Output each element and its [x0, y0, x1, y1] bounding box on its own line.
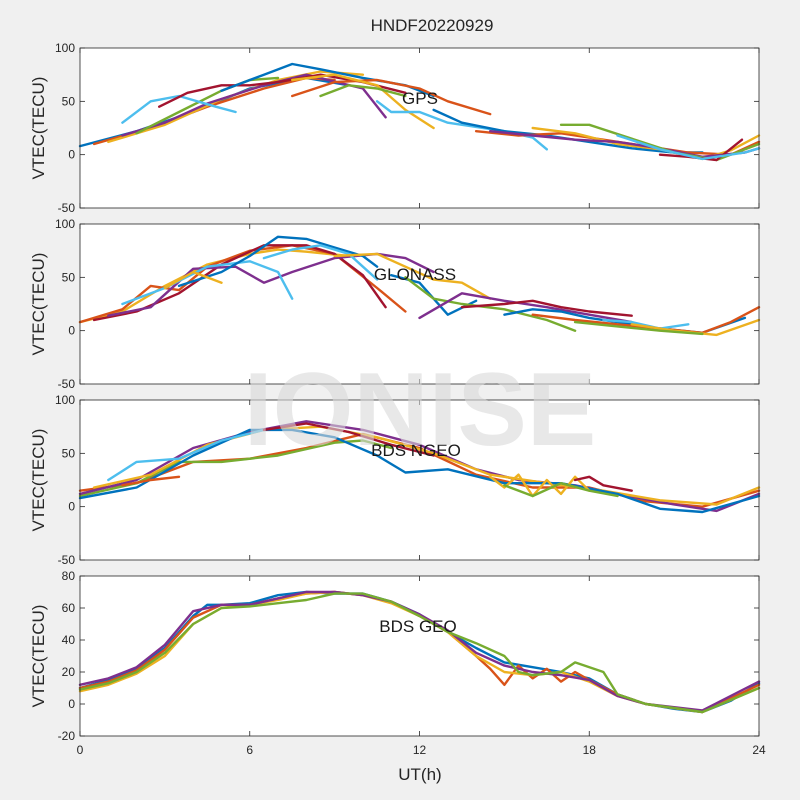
x-tick-label: 18 [583, 743, 597, 757]
x-tick-label: 0 [77, 743, 84, 757]
series-line [503, 482, 619, 498]
series-line [291, 73, 435, 130]
series-line [616, 134, 761, 161]
plot-area [80, 576, 759, 736]
y-axis-label: VTEC(TECU) [29, 605, 48, 708]
series-line [291, 78, 492, 116]
series-line [262, 422, 435, 457]
series-line [78, 428, 761, 514]
y-tick-label: 60 [62, 601, 76, 615]
panel-title: GLONASS [374, 265, 456, 284]
y-tick-label: 80 [62, 569, 76, 583]
series-line [319, 84, 407, 98]
series-line [418, 292, 633, 324]
y-tick-label: 100 [55, 41, 75, 55]
x-tick-label: 12 [413, 743, 427, 757]
series-line [163, 270, 223, 290]
y-tick-label: 20 [62, 665, 76, 679]
panel-0: 100 50 0 -50 VTEC(TECU) GPS [29, 41, 761, 215]
figure-title: HNDF20220929 [371, 16, 494, 35]
x-tick-label: 24 [752, 743, 766, 757]
x-tick-label: 6 [246, 743, 253, 757]
series-line [262, 244, 379, 281]
series-line [107, 252, 435, 317]
y-tick-label: 50 [62, 94, 76, 108]
y-tick-label: -50 [58, 201, 76, 215]
y-tick-label: 0 [68, 697, 75, 711]
plot-area [80, 400, 759, 560]
series-line [78, 439, 393, 498]
panel-1: 100 50 0 -50 VTEC(TECU) GLONASS [29, 217, 761, 391]
plot-area [80, 48, 759, 208]
series-line [78, 592, 761, 714]
plot-area [80, 224, 759, 384]
y-tick-label: 40 [62, 633, 76, 647]
y-tick-label: -50 [58, 553, 76, 567]
x-axis-label: UT(h) [398, 765, 441, 784]
series-line [573, 475, 633, 492]
series-line [460, 299, 633, 317]
series-line [559, 123, 761, 162]
y-tick-label: 100 [55, 217, 75, 231]
panel-title: BDS NGEO [371, 441, 461, 460]
panel-2: 100 50 0 -50 VTEC(TECU) BDS NGEO [29, 393, 761, 567]
panel-title: GPS [402, 89, 438, 108]
series-line [333, 252, 492, 300]
series-line [573, 320, 704, 336]
y-axis-label: VTEC(TECU) [29, 77, 48, 180]
y-axis-label: VTEC(TECU) [29, 253, 48, 356]
series-line [121, 475, 181, 487]
y-tick-label: 50 [62, 446, 76, 460]
series-line [121, 73, 387, 137]
y-tick-label: -50 [58, 377, 76, 391]
series-line [121, 260, 294, 306]
y-tick-label: 0 [68, 324, 75, 338]
watermark: IONISE [244, 352, 597, 468]
series-line [92, 425, 761, 506]
series-line [375, 100, 548, 151]
y-tick-label: 50 [62, 270, 76, 284]
y-tick-label: 0 [68, 500, 75, 514]
y-tick-label: 0 [68, 148, 75, 162]
y-axis-label: VTEC(TECU) [29, 429, 48, 532]
y-tick-label: -20 [58, 729, 76, 743]
y-tick-label: 100 [55, 393, 75, 407]
panel-title: BDS GEO [379, 617, 456, 636]
panels: 100 50 0 -50 VTEC(TECU) GPS 100 50 0 -50 VTEC(TECU… [29, 41, 766, 757]
series-line [107, 428, 266, 482]
series-line [78, 420, 761, 513]
